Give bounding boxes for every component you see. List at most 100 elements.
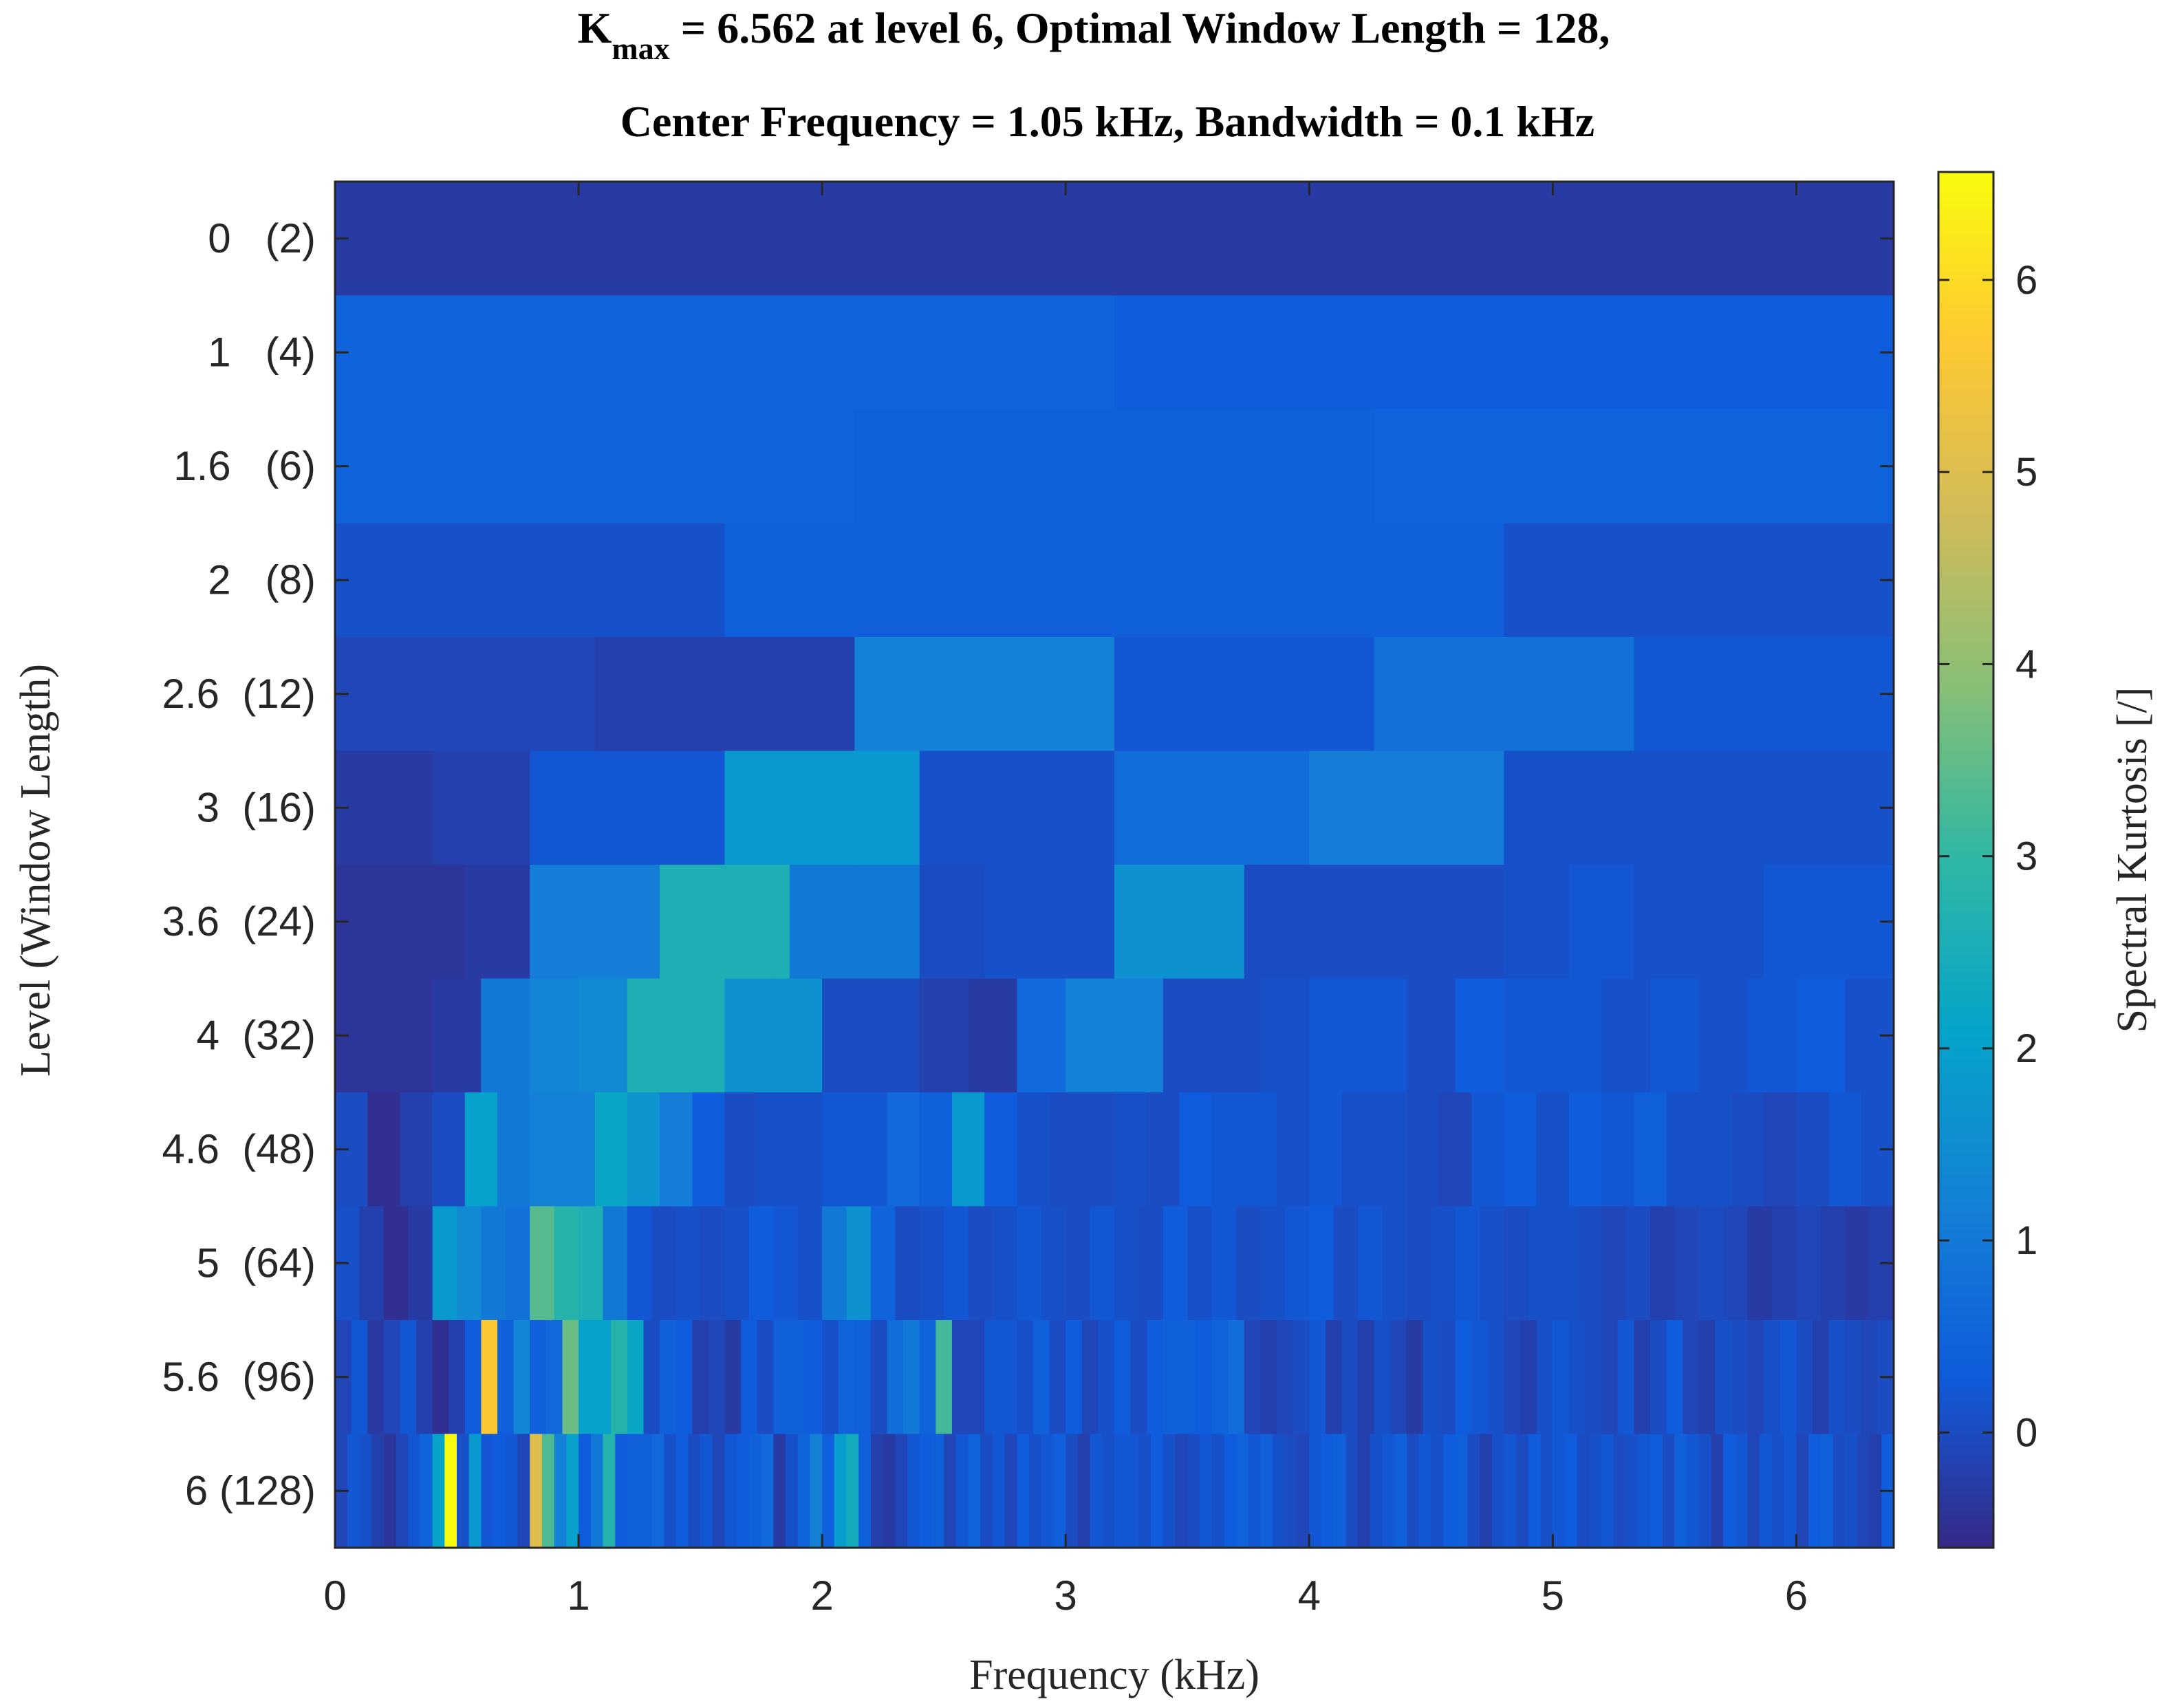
heatmap-cell	[1634, 637, 1894, 752]
heatmap-cell	[416, 1320, 433, 1435]
heatmap-cell	[757, 1320, 774, 1435]
heatmap-cell	[1260, 1434, 1273, 1548]
heatmap-cell	[562, 1092, 596, 1207]
heatmap-cell	[1613, 1434, 1627, 1548]
heatmap-cell	[335, 409, 855, 524]
heatmap-cell	[1309, 1434, 1322, 1548]
heatmap-cell	[834, 1434, 847, 1548]
heatmap-cell	[1130, 1320, 1147, 1435]
heatmap-cell	[493, 1434, 506, 1548]
heatmap-cell	[627, 1434, 640, 1548]
heatmap-cell	[1325, 1320, 1343, 1435]
heatmap-cell	[517, 1434, 530, 1548]
heatmap-cell	[1771, 1434, 1785, 1548]
heatmap-cell	[627, 751, 726, 865]
heatmap-cell	[432, 1434, 445, 1548]
heatmap-cell	[541, 1434, 555, 1548]
x-tick-label: 5	[1542, 1573, 1564, 1619]
heatmap-cell	[1284, 1434, 1298, 1548]
heatmap-cell	[1358, 978, 1407, 1093]
x-axis-ticks: 0 1 2 3 4 5 6	[323, 182, 1808, 1619]
x-tick-label: 6	[1785, 1573, 1808, 1619]
heatmap-cell	[1114, 978, 1164, 1093]
heatmap-cell	[870, 978, 920, 1093]
heatmap-cell	[1017, 751, 1115, 865]
heatmap-cell	[1536, 1320, 1553, 1435]
heatmap-cell	[1589, 1434, 1602, 1548]
heatmap-cell	[1634, 1092, 1667, 1207]
heatmap-cell	[1735, 1434, 1749, 1548]
heatmap-cell	[1617, 1320, 1634, 1435]
heatmap-cell	[1601, 1320, 1619, 1435]
heatmap-cell	[1277, 1092, 1310, 1207]
heatmap-cell	[594, 1092, 628, 1207]
heatmap-cell	[1077, 1434, 1091, 1548]
heatmap-cell	[822, 1092, 855, 1207]
y-axis-ticks: 0 (2) 1 (4) 1.6 (6) 2 (8) 2.6 (12) 3 (16) 3.6 …	[162, 215, 1894, 1513]
heatmap-cell	[1179, 1320, 1196, 1435]
heatmap-cell	[1568, 1320, 1586, 1435]
heatmap-cell	[562, 1320, 579, 1435]
heatmap-cell	[1796, 1206, 1821, 1321]
heatmap-cell	[432, 1206, 457, 1321]
heatmap-cell	[980, 1434, 993, 1548]
heatmap-cell	[347, 1434, 360, 1548]
heatmap-cell	[1812, 1320, 1830, 1435]
y-tick-label: 2 (8)	[208, 557, 316, 603]
heatmap-cell	[1568, 865, 1634, 980]
heatmap-cell	[1540, 1434, 1553, 1548]
heatmap-cell	[1277, 1320, 1294, 1435]
heatmap-cell	[1504, 1206, 1529, 1321]
y-tick-label: 0 (2)	[208, 215, 316, 261]
heatmap-cell	[708, 1320, 726, 1435]
heatmap-cell	[1017, 1206, 1042, 1321]
y-tick-label: 2.6 (12)	[162, 671, 316, 717]
heatmap-cell	[1723, 1434, 1736, 1548]
heatmap-cell	[420, 1434, 433, 1548]
heatmap-cell	[1471, 1092, 1505, 1207]
heatmap-cell	[992, 1434, 1006, 1548]
heatmap-cell	[870, 1206, 896, 1321]
heatmap-cell	[1333, 1434, 1346, 1548]
heatmap-cell	[545, 1320, 563, 1435]
x-tick-label: 4	[1298, 1573, 1321, 1619]
heatmap-cell	[594, 637, 855, 752]
heatmap-cell	[1244, 1320, 1262, 1435]
heatmap-cell	[464, 865, 530, 980]
heatmap-cell	[1374, 637, 1634, 752]
heatmap-cell	[1577, 1434, 1590, 1548]
heatmap-cell	[1066, 978, 1115, 1093]
heatmap-cell	[1374, 409, 1894, 524]
heatmap-cell	[1796, 978, 1846, 1093]
heatmap-cell	[579, 1206, 604, 1321]
colorbar	[1937, 171, 1995, 1549]
colorbar-tick-label: 3	[2015, 834, 2037, 879]
heatmap-cell	[579, 978, 628, 1093]
heatmap-cell	[1081, 1320, 1099, 1435]
heatmap-cell	[692, 1092, 726, 1207]
heatmap-cell	[1345, 1434, 1359, 1548]
heatmap-cell	[1796, 1320, 1813, 1435]
heatmap-cell	[1090, 1434, 1103, 1548]
heatmap-cell	[797, 1434, 811, 1548]
heatmap-cell	[505, 1434, 519, 1548]
heatmap-cell	[383, 1206, 409, 1321]
heatmap-cell	[1098, 1320, 1115, 1435]
heatmap-cell	[448, 1320, 466, 1435]
heatmap-cell	[566, 1434, 579, 1548]
heatmap-cell	[1698, 1206, 1724, 1321]
heatmap-cell	[724, 1320, 742, 1435]
heatmap-cell	[1151, 1434, 1164, 1548]
heatmap-cell	[1382, 1434, 1395, 1548]
heatmap-cell	[1358, 1434, 1371, 1548]
heatmap-cell	[1163, 978, 1213, 1093]
heatmap-cell	[432, 751, 530, 865]
heatmap-cell	[359, 1434, 372, 1548]
heatmap-cell	[1431, 1434, 1444, 1548]
title-line-1: Kmax = 6.562 at level 6, Optimal Window …	[578, 3, 1610, 66]
heatmap-cell	[1309, 1320, 1326, 1435]
heatmap-cell	[554, 1206, 579, 1321]
heatmap-cell	[627, 1206, 652, 1321]
heatmap-cell	[688, 1434, 701, 1548]
